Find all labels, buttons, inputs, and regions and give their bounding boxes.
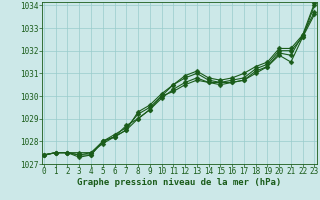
- X-axis label: Graphe pression niveau de la mer (hPa): Graphe pression niveau de la mer (hPa): [77, 178, 281, 187]
